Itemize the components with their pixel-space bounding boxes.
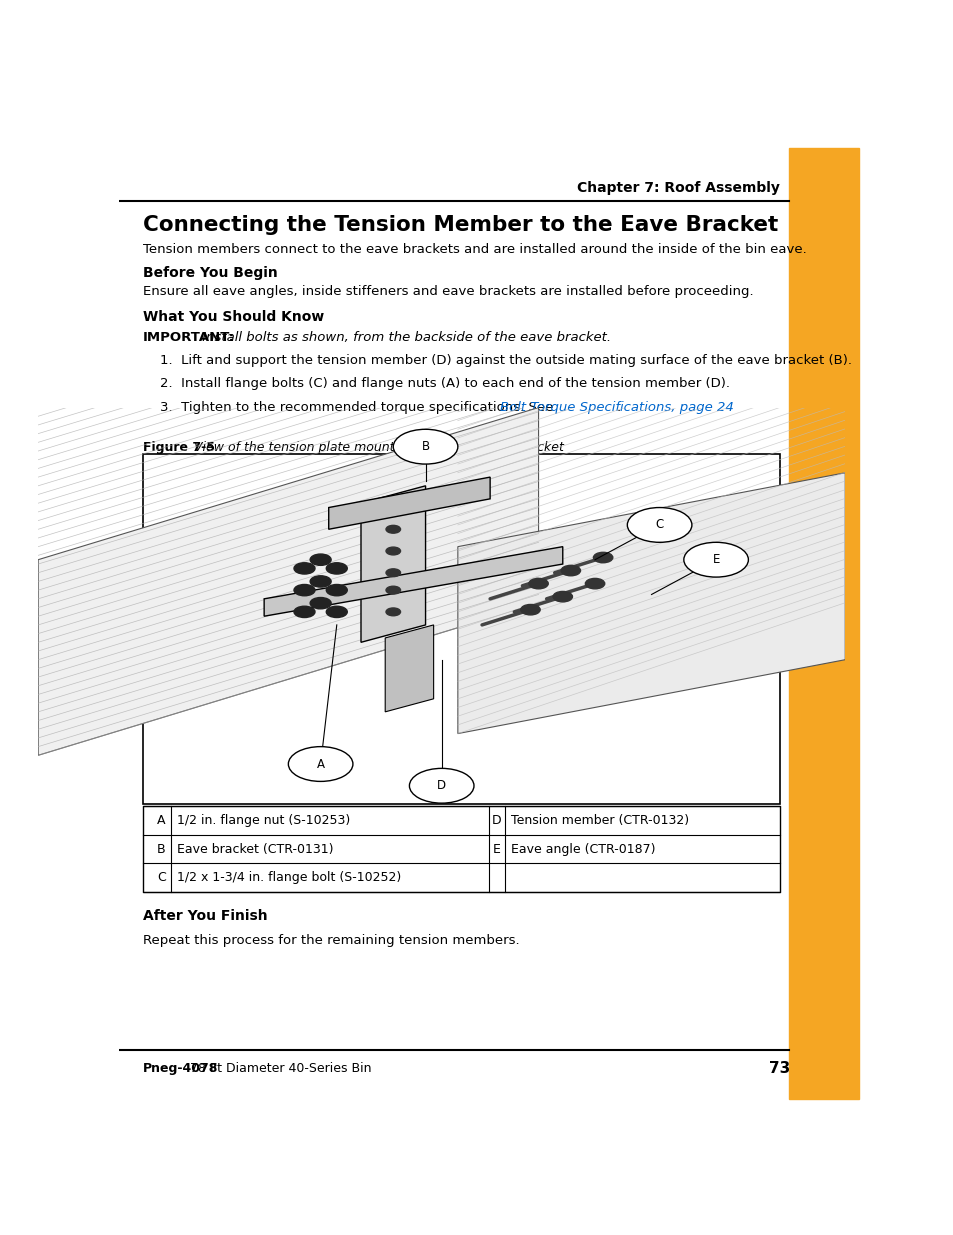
Circle shape <box>326 584 347 595</box>
Circle shape <box>386 569 400 577</box>
Text: 1.  Lift and support the tension member (D) against the outside mating surface o: 1. Lift and support the tension member (… <box>160 353 851 367</box>
Text: Connecting the Tension Member to the Eave Bracket: Connecting the Tension Member to the Eav… <box>143 215 778 235</box>
Text: Ensure all eave angles, inside stiffeners and eave brackets are installed before: Ensure all eave angles, inside stiffener… <box>143 285 753 298</box>
Text: Figure 7-5: Figure 7-5 <box>143 441 214 454</box>
Polygon shape <box>264 547 562 616</box>
Circle shape <box>560 566 580 576</box>
Text: B: B <box>421 440 429 453</box>
Text: D: D <box>436 779 446 793</box>
Circle shape <box>294 563 314 574</box>
Circle shape <box>528 578 548 589</box>
Circle shape <box>294 606 314 618</box>
Circle shape <box>520 604 539 615</box>
Circle shape <box>294 584 314 595</box>
Circle shape <box>326 606 347 618</box>
Circle shape <box>386 525 400 534</box>
Text: B: B <box>157 842 166 856</box>
Text: A: A <box>157 814 166 827</box>
Bar <box>143 806 780 892</box>
Circle shape <box>393 430 457 464</box>
Circle shape <box>386 547 400 555</box>
Circle shape <box>310 576 331 587</box>
Text: Tension members connect to the eave brackets and are installed around the inside: Tension members connect to the eave brac… <box>143 243 806 257</box>
Circle shape <box>585 578 604 589</box>
Polygon shape <box>457 473 844 734</box>
Polygon shape <box>38 408 538 756</box>
Text: Eave angle (CTR-0187): Eave angle (CTR-0187) <box>511 842 655 856</box>
Circle shape <box>683 542 747 577</box>
Circle shape <box>386 608 400 616</box>
Text: A: A <box>316 757 324 771</box>
Circle shape <box>310 555 331 566</box>
Polygon shape <box>329 477 490 530</box>
Text: Install bolts as shown, from the backside of the eave bracket.: Install bolts as shown, from the backsid… <box>197 331 610 343</box>
Circle shape <box>593 552 612 563</box>
Circle shape <box>326 563 347 574</box>
Text: C: C <box>157 871 166 884</box>
Circle shape <box>627 508 691 542</box>
Text: E: E <box>492 842 499 856</box>
Text: 3.  Tighten to the recommended torque specifications. See: 3. Tighten to the recommended torque spe… <box>160 401 557 414</box>
Text: 1/2 x 1-3/4 in. flange bolt (S-10252): 1/2 x 1-3/4 in. flange bolt (S-10252) <box>176 871 401 884</box>
Text: Chapter 7: Roof Assembly: Chapter 7: Roof Assembly <box>576 182 779 195</box>
Text: Bolt Torque Specifications, page 24: Bolt Torque Specifications, page 24 <box>499 401 733 414</box>
Text: IMPORTANT:: IMPORTANT: <box>143 331 234 343</box>
Text: Pneg-4078: Pneg-4078 <box>143 1062 218 1076</box>
Circle shape <box>288 747 353 782</box>
Text: Eave bracket (CTR-0131): Eave bracket (CTR-0131) <box>176 842 333 856</box>
Text: 1/2 in. flange nut (S-10253): 1/2 in. flange nut (S-10253) <box>176 814 350 827</box>
Text: D: D <box>491 814 500 827</box>
Circle shape <box>310 598 331 609</box>
Text: View of the tension plate mounting to the bin eave bracket: View of the tension plate mounting to th… <box>190 441 563 454</box>
Text: Tension member (CTR-0132): Tension member (CTR-0132) <box>511 814 688 827</box>
Text: 73: 73 <box>768 1061 789 1076</box>
Text: E: E <box>712 553 720 566</box>
Text: Before You Begin: Before You Begin <box>143 266 277 280</box>
Bar <box>788 148 858 1099</box>
Circle shape <box>386 587 400 594</box>
Bar <box>143 454 780 804</box>
Text: .: . <box>617 401 620 414</box>
Polygon shape <box>385 625 434 711</box>
Polygon shape <box>360 485 425 642</box>
Text: Repeat this process for the remaining tension members.: Repeat this process for the remaining te… <box>143 934 519 947</box>
Circle shape <box>409 768 474 803</box>
Text: After You Finish: After You Finish <box>143 909 267 923</box>
Circle shape <box>553 592 572 601</box>
Text: What You Should Know: What You Should Know <box>143 310 324 324</box>
Text: 78 Ft Diameter 40-Series Bin: 78 Ft Diameter 40-Series Bin <box>186 1062 371 1076</box>
Text: C: C <box>655 519 663 531</box>
Text: 2.  Install flange bolts (C) and flange nuts (A) to each end of the tension memb: 2. Install flange bolts (C) and flange n… <box>160 378 729 390</box>
